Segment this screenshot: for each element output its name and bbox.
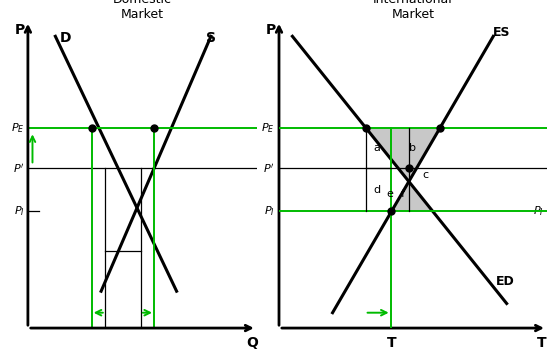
Text: P: P [15,23,25,37]
Text: b: b [410,143,416,154]
Text: P: P [266,23,276,37]
Text: $P_I$: $P_I$ [14,205,25,218]
Polygon shape [366,128,440,211]
Text: a: a [373,143,380,154]
Title: Domestic
Market: Domestic Market [113,0,172,21]
Text: $P'$: $P'$ [263,162,275,175]
Text: $P_E$: $P_E$ [11,121,25,135]
Text: T: T [387,336,396,349]
Text: $P_I$: $P_I$ [264,205,275,218]
Text: e: e [387,190,393,200]
Text: S: S [206,31,217,45]
Title: International
Market: International Market [373,0,453,21]
Text: ED: ED [496,275,514,288]
Text: ES: ES [493,26,511,39]
Text: Q: Q [246,336,258,349]
Text: f: f [400,190,404,200]
Text: $P'$: $P'$ [13,162,25,175]
Text: T: T [537,336,546,349]
Text: $P_E$: $P_E$ [261,121,275,135]
Text: c: c [422,170,428,179]
Text: d: d [373,185,381,195]
Text: D: D [60,31,71,45]
Text: $P_I$: $P_I$ [533,205,544,218]
